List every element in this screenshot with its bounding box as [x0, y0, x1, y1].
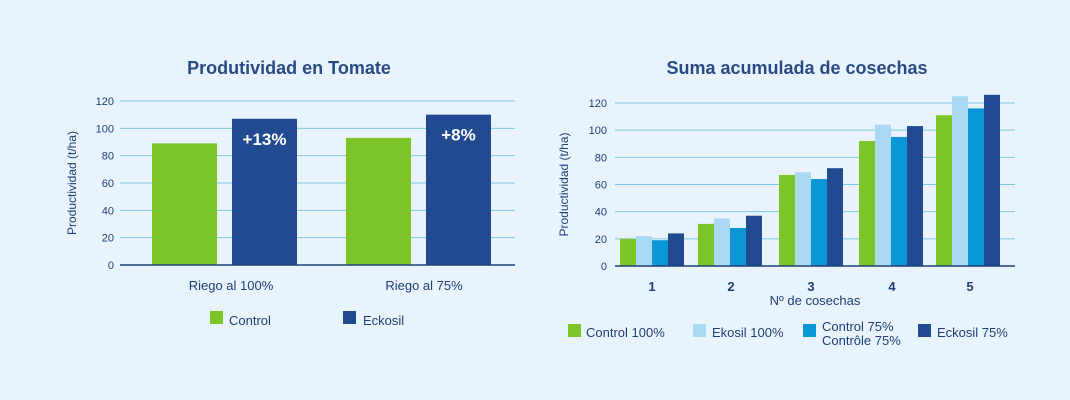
bar — [952, 96, 968, 266]
legend-label: Control 75% Contrôle 75% — [822, 319, 901, 348]
y-tick-label: 120 — [96, 96, 114, 108]
bar — [779, 174, 795, 266]
y-tick-label: 100 — [589, 125, 607, 137]
y-tick-label: 40 — [102, 205, 114, 217]
category-label: 1 — [648, 279, 655, 294]
y-tick-label: 100 — [96, 123, 114, 135]
legend: Control 100% Ekosil 100% Control 75% Contrô… — [568, 319, 1008, 348]
y-tick-label: 0 — [108, 260, 114, 272]
legend-swatch — [803, 324, 816, 337]
y-tick-label: 0 — [601, 261, 607, 273]
bar — [652, 240, 668, 266]
legend-label: Eckosil 75% — [937, 325, 1008, 340]
y-tick-label: 80 — [595, 152, 607, 164]
legend-swatch — [693, 324, 706, 337]
bar — [936, 115, 952, 266]
y-tick-label: 40 — [595, 207, 607, 219]
legend-label: Control 100% — [586, 325, 665, 340]
chart-title: Produtividad en Tomate — [187, 58, 391, 78]
category-label: 4 — [888, 279, 896, 294]
bar — [907, 126, 923, 266]
y-axis-label: Productividad (t/ha) — [65, 131, 79, 235]
y-tick-label: 60 — [595, 180, 607, 192]
chart-1: Produtividad en Tomate 0 20 40 60 80 100 120 Pro… — [65, 58, 515, 328]
y-axis-label: Productividad (t/ha) — [557, 132, 571, 236]
legend: Control Eckosil — [210, 311, 404, 328]
y-tick-label: 80 — [102, 151, 114, 163]
bar — [346, 137, 411, 265]
category-label: 2 — [727, 279, 734, 294]
bar — [968, 108, 984, 266]
bar — [984, 94, 1000, 266]
bar — [232, 118, 297, 266]
y-tick-label: 20 — [595, 234, 607, 246]
legend-label: Eckosil — [363, 313, 404, 328]
bar — [827, 168, 843, 266]
chart-2: Suma acumulada de cosechas02040608010012… — [557, 58, 1015, 348]
legend-swatch — [210, 311, 223, 324]
category-label: 5 — [966, 279, 973, 294]
bar-annotation: +13% — [243, 130, 287, 149]
bar — [875, 124, 891, 266]
bar — [730, 227, 746, 266]
bar — [636, 236, 652, 266]
category-label: Riego al 75% — [385, 278, 463, 293]
bar — [152, 143, 217, 265]
bar — [698, 223, 714, 266]
bar — [668, 233, 684, 266]
legend-label: Control — [229, 313, 271, 328]
legend-swatch — [568, 324, 581, 337]
legend-label: Ekosil 100% — [712, 325, 784, 340]
bar — [714, 218, 730, 266]
bar — [795, 172, 811, 266]
legend-swatch — [918, 324, 931, 337]
chart-title: Suma acumulada de cosechas — [666, 58, 927, 78]
bar — [811, 179, 827, 266]
bar — [891, 136, 907, 266]
category-label: 3 — [807, 279, 814, 294]
bar — [859, 141, 875, 266]
bar — [746, 215, 762, 266]
y-tick-label: 120 — [589, 98, 607, 110]
y-tick-label: 60 — [102, 178, 114, 190]
category-label: Riego al 100% — [189, 278, 274, 293]
x-axis-label: Nº de cosechas — [770, 293, 861, 308]
legend-swatch — [343, 311, 356, 324]
bar — [426, 114, 491, 266]
bar-annotation: +8% — [441, 126, 476, 145]
y-tick-label: 20 — [102, 233, 114, 245]
bar — [620, 238, 636, 266]
